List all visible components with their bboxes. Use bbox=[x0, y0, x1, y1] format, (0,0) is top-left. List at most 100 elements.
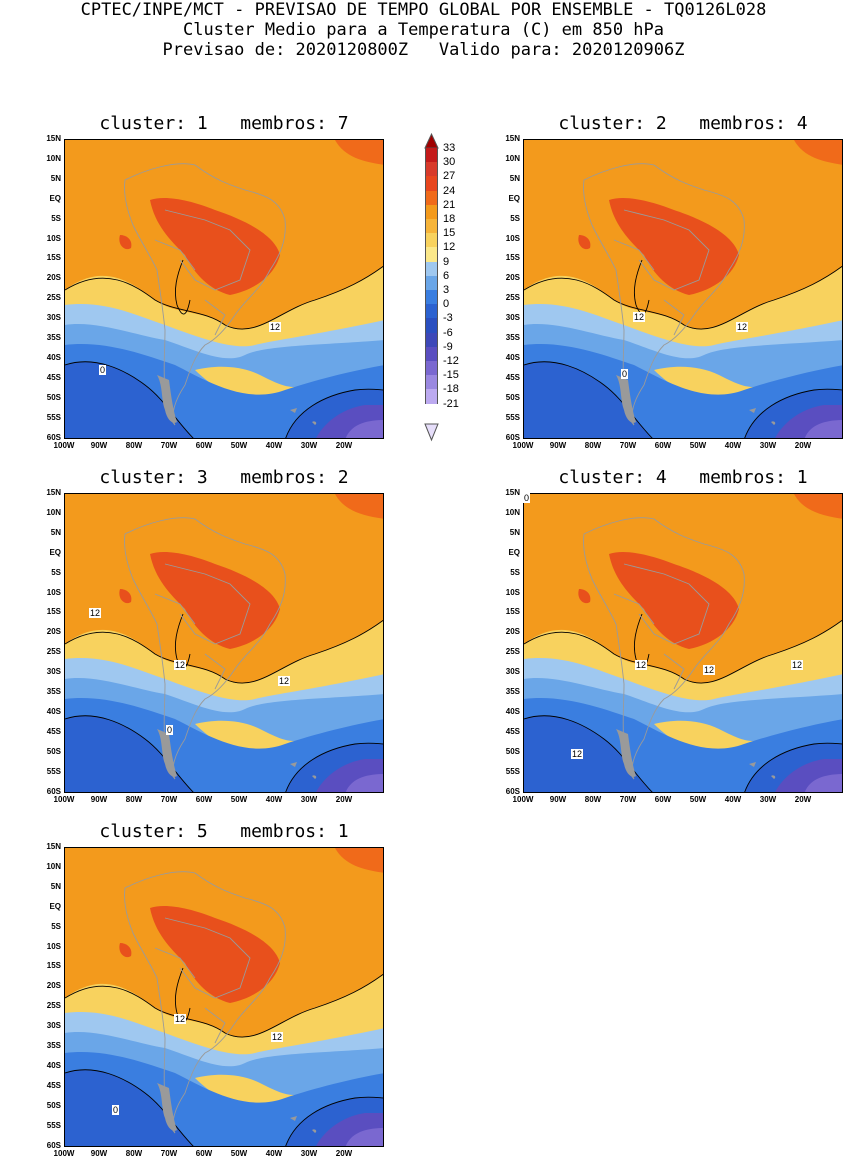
colorbar-segment bbox=[425, 176, 438, 192]
lon-tick-label: 30W bbox=[759, 441, 777, 450]
cluster-panel-3: cluster: 3 membros: 2 15N 10N 5N EQ 5S 10S 15S… bbox=[46, 467, 384, 804]
lat-tick-label: 55S bbox=[46, 766, 61, 776]
lat-tick-label: 60S bbox=[46, 432, 61, 442]
cluster-title: cluster: 1 membros: 7 bbox=[99, 113, 349, 134]
cluster-title: cluster: 3 membros: 2 bbox=[99, 467, 349, 488]
lon-tick-label: 50W bbox=[689, 795, 707, 804]
lat-tick-label: 10S bbox=[505, 587, 520, 597]
lat-tick-label: 30S bbox=[505, 313, 520, 323]
cluster-title: cluster: 4 membros: 1 bbox=[558, 467, 808, 488]
lat-tick-label: 15S bbox=[46, 961, 61, 971]
lat-tick-label: 5N bbox=[509, 173, 520, 183]
lat-tick-label: 10N bbox=[505, 507, 520, 517]
lat-tick-label: 5S bbox=[510, 213, 520, 223]
lat-tick-label: 15N bbox=[505, 134, 520, 143]
lat-tick-label: 40S bbox=[505, 706, 520, 716]
lat-tick-label: 10S bbox=[46, 941, 61, 951]
lat-tick-label: 10S bbox=[505, 233, 520, 243]
lon-tick-label: 30W bbox=[300, 441, 318, 450]
lat-tick-label: 10N bbox=[46, 861, 61, 871]
lon-tick-label: 20W bbox=[794, 795, 812, 804]
contour-label: 0 bbox=[112, 1105, 120, 1115]
lat-tick-label: 50S bbox=[46, 746, 61, 756]
lat-tick-label: 10S bbox=[46, 587, 61, 597]
colorbar-segment bbox=[425, 318, 438, 334]
lat-tick-label: 10N bbox=[505, 153, 520, 163]
lat-tick-label: 20S bbox=[46, 981, 61, 991]
lon-tick-label: 90W bbox=[549, 441, 567, 450]
lon-tick-label: 70W bbox=[160, 1149, 178, 1158]
lat-tick-label: EQ bbox=[508, 193, 520, 203]
lat-tick-label: 50S bbox=[46, 1100, 61, 1110]
lon-tick-label: 20W bbox=[794, 441, 812, 450]
lon-tick-label: 70W bbox=[619, 795, 637, 804]
colorbar-label: 21 bbox=[443, 198, 456, 211]
lat-tick-label: 25S bbox=[46, 1001, 61, 1011]
contour-label: 12 bbox=[269, 322, 282, 332]
colorbar-segment bbox=[425, 247, 438, 263]
lat-tick-label: 10N bbox=[46, 153, 61, 163]
lat-tick-label: 35S bbox=[505, 687, 520, 696]
lon-tick-label: 50W bbox=[230, 1149, 248, 1158]
contour-label: 12 bbox=[278, 676, 291, 686]
lon-tick-label: 40W bbox=[724, 795, 742, 804]
contour-label: 12 bbox=[633, 312, 646, 322]
lon-tick-label: 60W bbox=[195, 1149, 213, 1158]
lon-tick-label: 70W bbox=[160, 795, 178, 804]
lon-tick-label: 20W bbox=[335, 441, 353, 450]
lon-tick-label: 80W bbox=[584, 441, 602, 450]
lat-tick-label: 50S bbox=[46, 392, 61, 402]
lon-tick-label: 80W bbox=[125, 1149, 143, 1158]
lon-tick-label: 70W bbox=[619, 441, 637, 450]
colorbar-label: -9 bbox=[443, 340, 453, 353]
lat-tick-label: 45S bbox=[505, 726, 520, 736]
lat-tick-label: 40S bbox=[46, 1060, 61, 1070]
lat-tick-label: 35S bbox=[46, 687, 61, 696]
lat-tick-label: EQ bbox=[49, 547, 61, 557]
colorbar-label: 0 bbox=[443, 298, 450, 311]
lon-tick-label: 40W bbox=[265, 1149, 283, 1158]
lat-tick-label: 50S bbox=[505, 746, 520, 756]
colorbar-label: 27 bbox=[443, 170, 456, 183]
lon-tick-label: 30W bbox=[300, 795, 318, 804]
contour-label: 12 bbox=[271, 1032, 284, 1042]
colorbar-segment bbox=[425, 304, 438, 319]
lat-tick-label: 20S bbox=[505, 627, 520, 637]
colorbar-segment bbox=[425, 346, 438, 362]
lat-tick-label: 15S bbox=[505, 253, 520, 263]
lon-tick-label: 40W bbox=[265, 795, 283, 804]
lat-tick-label: 15N bbox=[46, 842, 61, 851]
contour-label: 0 bbox=[99, 365, 107, 375]
colorbar-label: 30 bbox=[443, 156, 456, 169]
lon-tick-label: 100W bbox=[512, 441, 534, 450]
cluster-panel-2: cluster: 2 membros: 4 15N 10N 5N EQ 5S 10S 15S… bbox=[505, 113, 843, 450]
lon-tick-label: 100W bbox=[53, 795, 75, 804]
colorbar-label: -21 bbox=[443, 397, 459, 410]
lat-tick-label: 15N bbox=[505, 488, 520, 497]
lon-tick-label: 60W bbox=[195, 441, 213, 450]
contour-label: 12 bbox=[703, 665, 716, 675]
lon-tick-label: 50W bbox=[689, 441, 707, 450]
colorbar-segment bbox=[425, 190, 438, 206]
header-line-2: Cluster Medio para a Temperatura (C) em … bbox=[182, 20, 665, 40]
lat-tick-label: 5N bbox=[50, 527, 61, 537]
temperature-map bbox=[64, 847, 384, 1147]
lat-tick-label: 15N bbox=[46, 488, 61, 497]
lat-tick-label: 45S bbox=[46, 1080, 61, 1090]
colorbar-label: 24 bbox=[443, 184, 456, 197]
lat-tick-label: 30S bbox=[46, 1021, 61, 1031]
lat-tick-label: 45S bbox=[46, 726, 61, 736]
contour-label: 12 bbox=[174, 1014, 187, 1024]
lon-tick-label: 60W bbox=[654, 441, 672, 450]
lon-tick-label: 20W bbox=[335, 1149, 353, 1158]
contour-label: 12 bbox=[571, 749, 584, 759]
colorbar-label: -12 bbox=[443, 355, 459, 367]
colorbar-segment bbox=[425, 233, 438, 248]
colorbar-label: 18 bbox=[443, 213, 456, 225]
colorbar-label: -3 bbox=[443, 312, 453, 325]
lat-tick-label: 10N bbox=[46, 507, 61, 517]
lat-tick-label: 45S bbox=[505, 372, 520, 382]
header-line-1: CPTEC/INPE/MCT - PREVISAO DE TEMPO GLOBA… bbox=[80, 0, 767, 20]
lat-tick-label: EQ bbox=[49, 901, 61, 911]
cluster-panel-4: cluster: 4 membros: 1 15N 10N 5N EQ 5S 10S 15S… bbox=[505, 467, 843, 804]
